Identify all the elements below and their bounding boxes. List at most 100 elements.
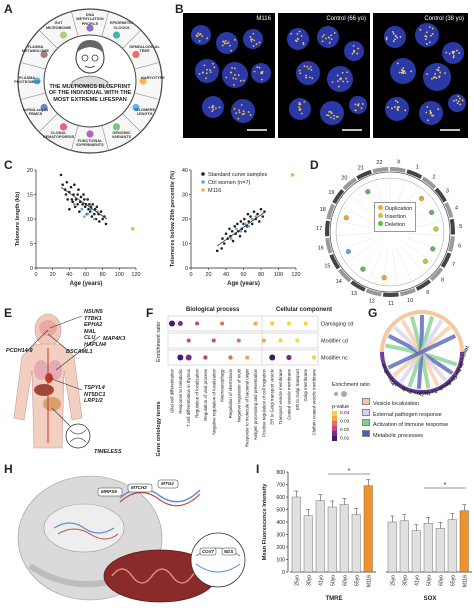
data-point bbox=[61, 183, 64, 186]
telomere-spot bbox=[198, 40, 201, 43]
pvalue-swatch bbox=[332, 436, 337, 441]
data-point bbox=[259, 207, 263, 211]
data-point bbox=[80, 207, 84, 211]
x-tick-label: 25yo bbox=[390, 575, 396, 586]
telomere-spot bbox=[298, 109, 301, 112]
telomere-spot bbox=[336, 74, 339, 77]
data-point bbox=[73, 205, 77, 209]
legend-pathogen: External pathogen response bbox=[362, 408, 448, 420]
telomere-spot bbox=[231, 67, 233, 69]
telomere-spot bbox=[431, 33, 434, 35]
telomere-spot bbox=[427, 119, 429, 122]
segment-icon bbox=[33, 77, 41, 85]
telomere-spot bbox=[298, 30, 301, 33]
x-tick-label: 0 bbox=[34, 272, 37, 278]
telomere-spot bbox=[429, 110, 432, 112]
chromosome-band bbox=[325, 220, 330, 237]
facet-box bbox=[167, 315, 319, 332]
bar bbox=[435, 528, 445, 573]
chromosome-label: 9 bbox=[426, 290, 429, 296]
telomere-spot bbox=[459, 97, 461, 100]
segment-icon bbox=[86, 130, 94, 138]
chromosome-label: 14 bbox=[336, 279, 342, 285]
data-point bbox=[238, 234, 242, 238]
chromosome-band bbox=[365, 288, 382, 297]
bar bbox=[459, 510, 469, 573]
telomere-spot bbox=[326, 114, 328, 116]
panel-f-header-bp: Biological process bbox=[186, 307, 240, 313]
telomere-spot bbox=[356, 52, 359, 55]
x-tick-label: 80 bbox=[258, 272, 264, 278]
variant-mark bbox=[422, 258, 428, 264]
chord-arc bbox=[380, 310, 464, 353]
telomere-spot bbox=[456, 102, 459, 105]
chromosome-band bbox=[342, 177, 357, 191]
y-tick-label: 0 bbox=[30, 266, 33, 272]
telomere-spot bbox=[298, 69, 301, 72]
nucleus bbox=[296, 61, 320, 85]
telomere-spot bbox=[354, 103, 357, 106]
telomere-spot bbox=[428, 41, 431, 44]
telomere-spot bbox=[298, 106, 300, 108]
data-point bbox=[243, 222, 247, 226]
segment-label: TELOMERE LENGTH bbox=[133, 107, 156, 116]
chromosome-band bbox=[399, 287, 416, 297]
telomere-spot bbox=[444, 72, 446, 75]
telomere-spot bbox=[211, 106, 214, 109]
enrichment-dot bbox=[286, 321, 291, 326]
telomere-spot bbox=[247, 111, 250, 113]
x-tick-label: 41yo bbox=[414, 575, 420, 586]
data-point bbox=[224, 232, 228, 235]
facet-label: Modifier nc bbox=[321, 356, 348, 362]
telomere-spot bbox=[452, 52, 455, 55]
go-term-label: Coated vesicle membrane bbox=[286, 368, 291, 420]
telomere-spot bbox=[218, 106, 221, 109]
telomere-spot bbox=[461, 99, 464, 102]
x-axis-label: Age (years) bbox=[70, 281, 103, 287]
chord-gene-label: EGFR bbox=[394, 381, 406, 392]
panel-f-dotplot: Damaging cd Modifier cd Modifier nc Glial c… bbox=[156, 315, 370, 457]
data-point bbox=[86, 212, 89, 216]
facet-label: Modifier cd bbox=[321, 339, 348, 345]
panel-letter-h: H bbox=[4, 462, 13, 476]
y-tick-label: 20 bbox=[27, 168, 33, 174]
chromosome-label: 11 bbox=[388, 301, 394, 306]
telomere-spot bbox=[438, 76, 440, 79]
enrichment-dot bbox=[245, 355, 250, 360]
panel-letter-b: B bbox=[175, 2, 184, 16]
significance-star: * bbox=[444, 482, 447, 489]
telomere-spot bbox=[233, 74, 236, 76]
telomere-spot bbox=[392, 32, 395, 35]
telomere-spot bbox=[437, 69, 440, 72]
chord-ribbon bbox=[387, 333, 457, 370]
micrograph-m116: M116 bbox=[183, 13, 275, 138]
data-point bbox=[83, 205, 87, 209]
telomere-spot bbox=[339, 78, 342, 81]
segment-icon bbox=[112, 123, 121, 131]
chromosome-label: 4 bbox=[455, 205, 458, 211]
legend-marker bbox=[201, 180, 205, 184]
variant-mark bbox=[381, 275, 387, 281]
telomere-spot bbox=[211, 62, 214, 65]
bar bbox=[351, 514, 361, 573]
chord-gene-label: AP3B1 bbox=[416, 390, 432, 397]
data-point bbox=[239, 220, 243, 223]
segment-label: scRNA-seq IN PBMCS bbox=[22, 107, 48, 116]
x-tick-label: 60 bbox=[83, 272, 89, 278]
telomere-spot bbox=[307, 67, 310, 70]
telomere-spot bbox=[424, 38, 427, 41]
enrichment-dot bbox=[185, 354, 192, 361]
telomere-spot bbox=[234, 38, 236, 41]
telomere-spot bbox=[386, 106, 389, 109]
telomere-spot bbox=[251, 38, 254, 41]
telomere-spot bbox=[209, 69, 211, 72]
segment-label: KARYOTYPE bbox=[141, 76, 165, 80]
telomere-spot bbox=[242, 79, 245, 82]
telomere-spot bbox=[459, 103, 462, 106]
chromosome-band bbox=[372, 167, 389, 174]
telomere-spot bbox=[354, 109, 357, 112]
telomere-spot bbox=[399, 36, 402, 38]
x-tick-label: 60yo bbox=[438, 575, 444, 586]
telomere-spot bbox=[425, 35, 428, 38]
data-point bbox=[228, 227, 231, 231]
